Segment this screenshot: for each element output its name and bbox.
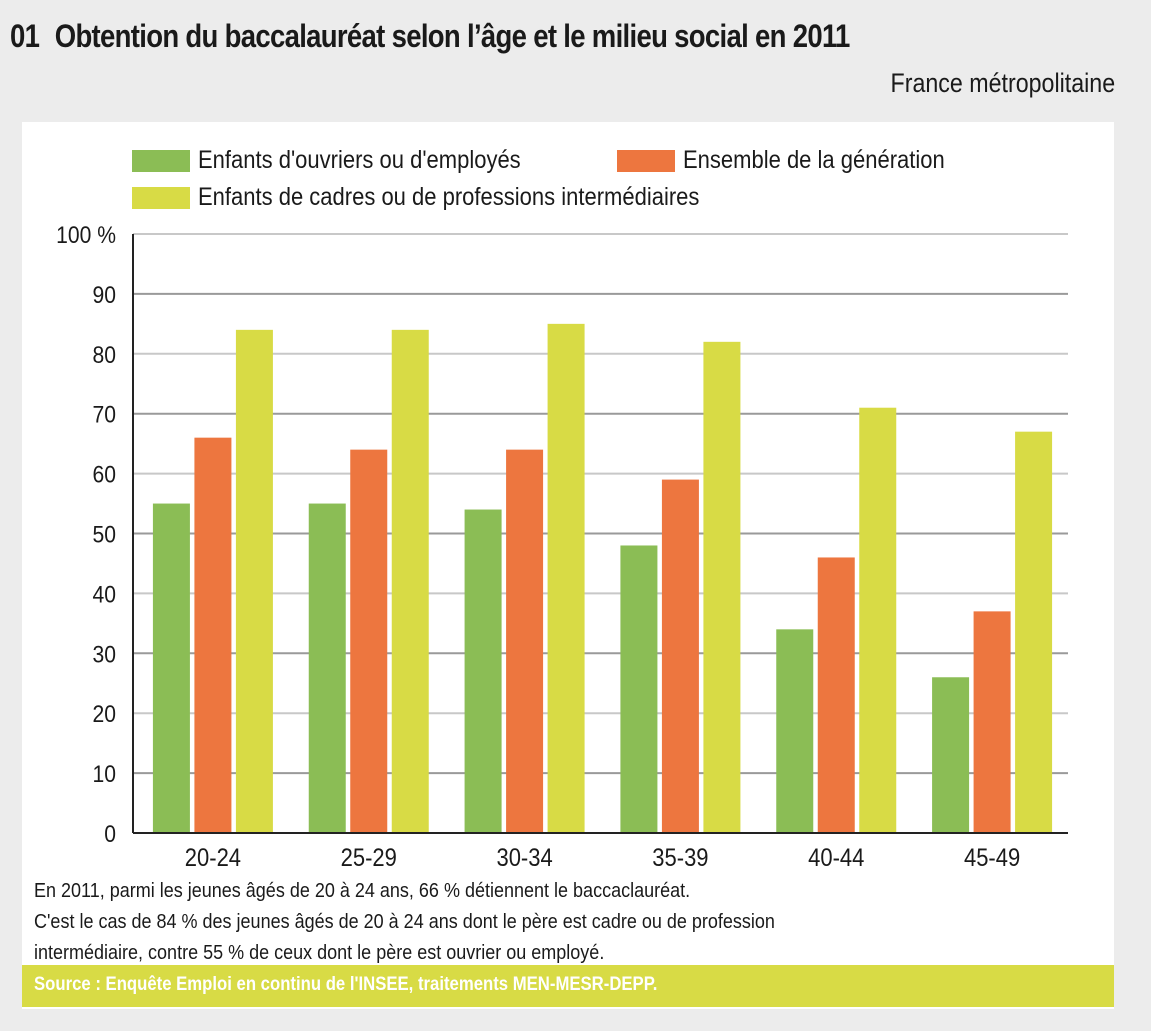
bar xyxy=(464,509,502,833)
bar xyxy=(1015,431,1053,833)
bar xyxy=(973,611,1011,833)
y-tick-label: 0 xyxy=(104,821,116,848)
bar xyxy=(776,629,814,833)
note-line-3: intermédiaire, contre 55 % de ceux dont … xyxy=(34,942,605,964)
bar xyxy=(661,479,699,833)
x-tick-label: 40-44 xyxy=(808,844,864,872)
y-tick-label: 30 xyxy=(93,641,116,668)
x-tick-label: 30-34 xyxy=(496,844,552,872)
y-tick-label: 80 xyxy=(93,342,116,369)
bar xyxy=(194,437,232,833)
y-tick-label: 90 xyxy=(93,282,116,309)
bar xyxy=(152,503,190,833)
legend-swatch-orange xyxy=(617,149,675,172)
chart-subtitle: France métropolitaine xyxy=(890,68,1115,98)
y-tick-label: 100 % xyxy=(56,222,116,249)
legend-label: Ensemble de la génération xyxy=(683,146,945,174)
legend-swatch-green xyxy=(132,149,190,172)
legend-item-ensemble: Ensemble de la génération xyxy=(617,146,980,175)
note-line-1: En 2011, parmi les jeunes âgés de 20 à 2… xyxy=(34,880,691,902)
legend-label: Enfants d'ouvriers ou d'employés xyxy=(198,146,521,174)
bar xyxy=(235,329,273,833)
legend-item-ouvriers: Enfants d'ouvriers ou d'employés xyxy=(132,146,565,175)
y-tick-label: 40 xyxy=(93,581,116,608)
legend-item-cadres: Enfants de cadres ou de professions inte… xyxy=(132,183,768,212)
x-tick-label: 45-49 xyxy=(964,844,1020,872)
x-tick-label: 25-29 xyxy=(341,844,397,872)
bar xyxy=(859,407,897,833)
y-tick-label: 50 xyxy=(93,521,116,548)
note-line-2: C'est le cas de 84 % des jeunes âgés de … xyxy=(34,911,775,933)
x-tick-label: 20-24 xyxy=(185,844,241,872)
bar xyxy=(620,545,658,833)
legend-swatch-yellow xyxy=(132,186,190,209)
figure-number: 01 xyxy=(10,18,40,54)
y-tick-label: 70 xyxy=(93,401,116,428)
legend-label: Enfants de cadres ou de professions inte… xyxy=(198,183,700,211)
bar xyxy=(547,323,585,833)
source-text: Source : Enquête Emploi en continu de l'… xyxy=(34,974,658,995)
title-text: Obtention du baccalauréat selon l’âge et… xyxy=(54,18,851,54)
bar xyxy=(391,329,429,833)
chart-title: 01 Obtention du baccalauréat selon l’âge … xyxy=(10,18,850,55)
bar xyxy=(703,341,741,833)
bar xyxy=(308,503,346,833)
y-tick-label: 10 xyxy=(93,761,116,788)
bar xyxy=(817,557,855,833)
bar xyxy=(350,449,388,833)
source-banner: Source : Enquête Emploi en continu de l'… xyxy=(22,965,1114,1007)
bar xyxy=(506,449,544,833)
y-tick-label: 60 xyxy=(93,461,116,488)
bar xyxy=(932,677,970,833)
y-tick-label: 20 xyxy=(93,701,116,728)
x-tick-label: 35-39 xyxy=(652,844,708,872)
